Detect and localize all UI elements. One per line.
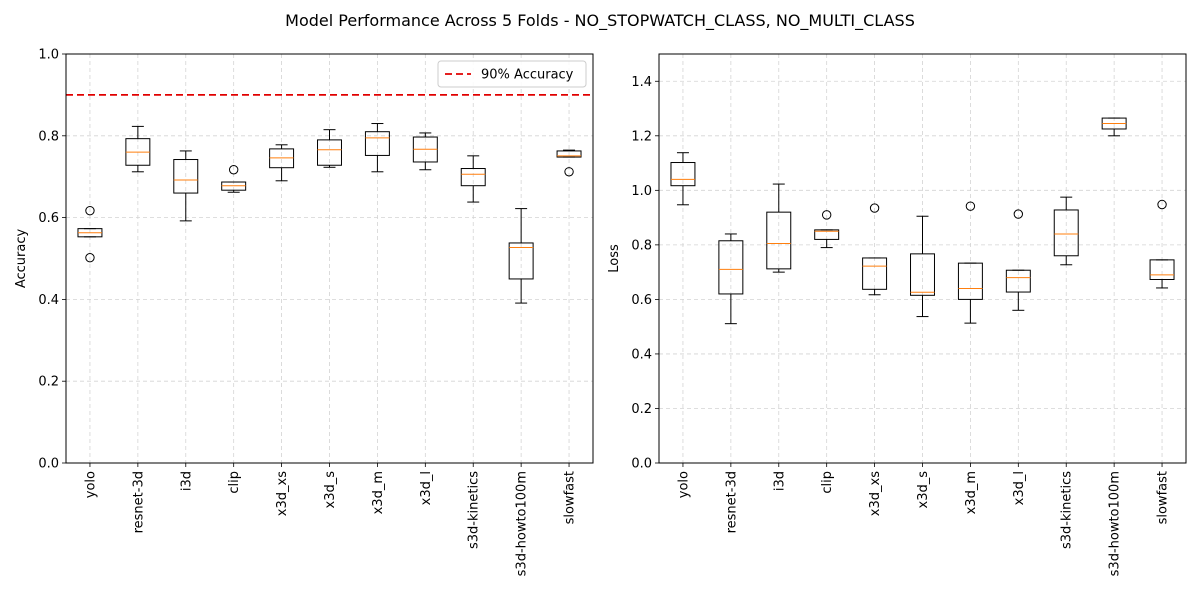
box-x3d_s <box>910 253 935 296</box>
x-tick-label: x3d_l <box>419 471 434 505</box>
x-tick-label: yolo <box>83 471 98 498</box>
outlier-point <box>1013 209 1024 219</box>
y-tick-label: 0.0 <box>38 457 59 472</box>
box-slowfast <box>556 150 582 158</box>
y-tick-label: 1.4 <box>631 75 652 90</box>
x-tick-label: x3d_m <box>371 471 386 514</box>
x-tick-label: s3d-howto100m <box>515 471 530 576</box>
y-tick-label: 0.2 <box>38 375 59 390</box>
box-s3d-howto100m <box>508 242 534 280</box>
box-x3d_s <box>317 139 342 166</box>
x-tick-label: slowfast <box>1156 471 1171 524</box>
x-tick-label: resnet-3d <box>724 471 739 533</box>
y-tick-label: 0.4 <box>631 347 652 362</box>
x-tick-label: s3d-kinetics <box>467 471 482 549</box>
x-tick-label: s3d-howto100m <box>1108 471 1123 576</box>
legend-label: 90% Accuracy <box>481 68 574 83</box>
x-tick-label: yolo <box>676 471 691 498</box>
box-i3d <box>173 159 199 194</box>
y-tick-label: 1.2 <box>631 129 652 144</box>
box-x3d_m <box>364 131 390 156</box>
y-tick-label: 0.4 <box>38 293 59 308</box>
y-tick-label: 1.0 <box>631 184 652 199</box>
outlier-point <box>1157 199 1167 210</box>
y-tick-label: 0.8 <box>38 129 59 144</box>
y-tick-label: 0.6 <box>631 293 652 308</box>
outlier-point <box>564 167 574 177</box>
box-s3d-kinetics <box>1053 209 1079 257</box>
figure-title: Model Performance Across 5 Folds - NO_ST… <box>285 11 915 31</box>
x-tick-label: i3d <box>772 471 787 491</box>
x-tick-label: s3d-kinetics <box>1060 471 1075 549</box>
x-tick-label: x3d_l <box>1012 471 1027 505</box>
x-tick-label: resnet-3d <box>131 471 146 533</box>
loss-panel: 0.0 0.2 0.4 0.6 0.8 1.0 1.2 1.4 yolo resnet-3d i3d… <box>607 53 1187 576</box>
box-slowfast <box>1149 259 1175 280</box>
x-tick-label: i3d <box>179 471 194 491</box>
y-tick-label: 0.0 <box>631 457 652 472</box>
axes-frame <box>658 53 1187 464</box>
y-tick-label: 0.8 <box>631 238 652 253</box>
box-clip <box>814 229 840 240</box>
x-tick-label: x3d_xs <box>275 471 290 516</box>
y-tick-label: 1.0 <box>38 48 59 63</box>
y-axis-label: Accuracy <box>14 229 29 289</box>
box-x3d_m <box>957 262 983 300</box>
x-tick-label: clip <box>820 471 835 494</box>
y-axis-label: Loss <box>607 244 622 273</box>
outlier-point <box>965 201 976 211</box>
box-x3d_xs <box>862 257 888 290</box>
x-tick-label: x3d_s <box>323 471 338 509</box>
box-yolo <box>670 162 696 187</box>
box-i3d <box>766 211 792 270</box>
box-resnet-3d <box>718 240 744 295</box>
outlier-point <box>869 203 880 213</box>
y-tick-label: 0.2 <box>631 402 652 417</box>
accuracy-panel: 0.0 0.2 0.4 0.6 0.8 1.0 yolo resnet-3d i3d clip x3… <box>14 48 594 576</box>
box-x3d_l <box>1005 269 1031 293</box>
x-tick-label: x3d_xs <box>868 471 883 516</box>
outlier-point <box>228 165 239 175</box>
box-s3d-kinetics <box>460 168 486 187</box>
outlier-point <box>821 210 832 220</box>
legend-frame <box>437 60 587 88</box>
outlier-point <box>85 252 95 263</box>
y-tick-label: 0.6 <box>38 211 59 226</box>
x-tick-label: slowfast <box>563 471 578 524</box>
x-tick-label: x3d_m <box>964 471 979 514</box>
x-tick-label: clip <box>227 471 242 494</box>
legend: 90% Accuracy <box>437 60 587 88</box>
x-tick-label: x3d_s <box>916 471 931 509</box>
axes-frame <box>65 53 594 464</box>
outlier-point <box>85 205 95 216</box>
